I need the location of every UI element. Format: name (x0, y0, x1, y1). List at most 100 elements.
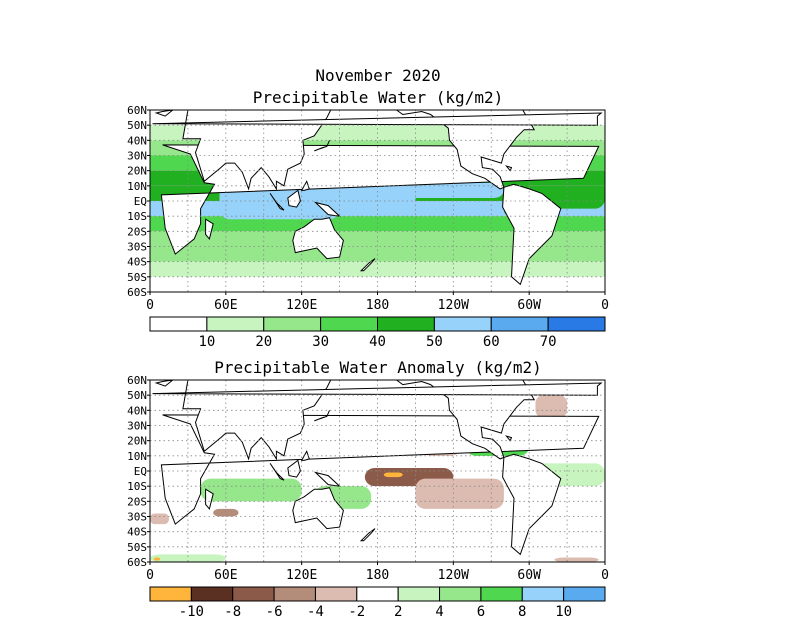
colorbar-swatch (314, 586, 358, 602)
colorbar-label: 70 (540, 334, 557, 350)
colorbar-swatch (439, 586, 482, 602)
colorbar-swatch (490, 316, 549, 332)
y-tick-label: 30N (127, 150, 147, 163)
y-tick-label: 40S (127, 526, 147, 539)
colorbar-label: -4 (307, 604, 324, 618)
colorbar-swatch (563, 586, 606, 602)
colorbar-swatch (149, 316, 208, 332)
y-tick-label: 60S (127, 556, 147, 569)
landmass-10 (205, 488, 214, 510)
landmass-3 (182, 110, 332, 191)
landmass-2 (292, 217, 344, 260)
landmass-1 (502, 183, 562, 286)
y-tick-label: 30S (127, 241, 147, 254)
landmass-2 (292, 487, 344, 530)
field-feature-13 (153, 557, 161, 561)
chart-title-anomaly: Precipitable Water Anomaly (kg/m2) (214, 358, 542, 377)
y-tick-label: 20S (127, 495, 147, 508)
colorbar-swatch (273, 586, 316, 602)
y-tick-label: 50N (127, 389, 147, 402)
y-tick-label: EQ (134, 195, 147, 208)
x-tick-label: 60W (517, 298, 541, 313)
colorbar-label: -2 (348, 604, 365, 618)
colorbar-swatch (433, 316, 492, 332)
y-tick-label: 20N (127, 165, 147, 178)
colorbar-label: -8 (224, 604, 241, 618)
x-tick-label: 120W (438, 298, 469, 313)
colorbar-label: -6 (266, 604, 283, 618)
y-tick-label: 50N (127, 119, 147, 132)
landmass-6 (287, 189, 301, 208)
x-tick-label: 120E (286, 298, 317, 313)
field-feature-7 (200, 478, 302, 502)
colorbar-swatch (377, 316, 435, 332)
landmass-5 (269, 193, 285, 211)
x-tick-label: 0 (601, 568, 609, 583)
x-tick-label: 60E (214, 568, 237, 583)
colorbar-swatch (320, 316, 378, 332)
field-feature-6 (213, 508, 239, 517)
y-tick-label: 30N (127, 420, 147, 433)
panel-top: November 2020 Precipitable Water (kg/m2)… (127, 66, 609, 350)
landmass-9 (300, 180, 310, 191)
landmass-1 (502, 453, 562, 556)
landmass-12 (152, 112, 603, 126)
x-tick-label: 180 (366, 568, 389, 583)
colorbar-label: 10 (198, 334, 215, 350)
landmass-6 (287, 459, 301, 478)
y-tick-label: 20N (127, 435, 147, 448)
x-tick-label: 0 (601, 298, 609, 313)
colorbar-swatch (397, 586, 441, 602)
grid-lines (150, 380, 605, 562)
x-tick-label: 180 (366, 298, 389, 313)
colorbar-swatch (547, 316, 606, 332)
landmass-13 (154, 110, 174, 117)
colorbar-label: 20 (255, 334, 272, 350)
y-tick-label: 40N (127, 134, 147, 147)
landmass-8 (314, 140, 330, 152)
colorbar-swatch (206, 316, 265, 332)
zonal-band-8 (150, 231, 605, 247)
colorbar-swatch (190, 586, 234, 602)
data-field (150, 380, 605, 562)
data-field (150, 110, 605, 292)
x-tick-label: 60W (517, 568, 541, 583)
landmass-14 (504, 435, 513, 442)
colorbar-swatch (232, 586, 275, 602)
colorbar-label: 40 (369, 334, 386, 350)
colorbar-swatch (356, 586, 399, 602)
landmass-5 (269, 463, 285, 481)
colorbar-top: 10 20 30 40 50 60 70 (149, 316, 606, 350)
x-tick-label: 0 (146, 298, 154, 313)
colorbar-label: -10 (179, 604, 204, 618)
colorbar-label: 60 (483, 334, 500, 350)
colorbar-swatch (149, 586, 192, 602)
colorbar-swatch (263, 316, 322, 332)
y-tick-label: 10S (127, 210, 147, 223)
y-tick-label: 10N (127, 450, 147, 463)
y-tick-label: 60N (127, 104, 147, 117)
y-tick-label: 10S (127, 480, 147, 493)
landmass-8 (314, 410, 330, 422)
grid-lines (150, 110, 605, 292)
y-tick-label: 50S (127, 541, 147, 554)
zonal-band-11 (150, 276, 605, 292)
colorbar-label: 30 (312, 334, 329, 350)
landmass-10 (205, 218, 214, 240)
y-tick-label: EQ (134, 465, 147, 478)
y-tick-label: 30S (127, 511, 147, 524)
colorbar-label: 8 (518, 604, 526, 618)
landmass-9 (300, 450, 310, 461)
landmass-14 (504, 165, 513, 172)
y-tick-label: 40S (127, 256, 147, 269)
y-tick-label: 10N (127, 180, 147, 193)
field-feature-2 (415, 478, 504, 509)
landmass-12 (152, 382, 603, 396)
colorbar-swatch (521, 586, 565, 602)
colorbar-label: 2 (394, 604, 402, 618)
landmass-3 (182, 380, 332, 461)
field-feature-5 (150, 513, 169, 525)
